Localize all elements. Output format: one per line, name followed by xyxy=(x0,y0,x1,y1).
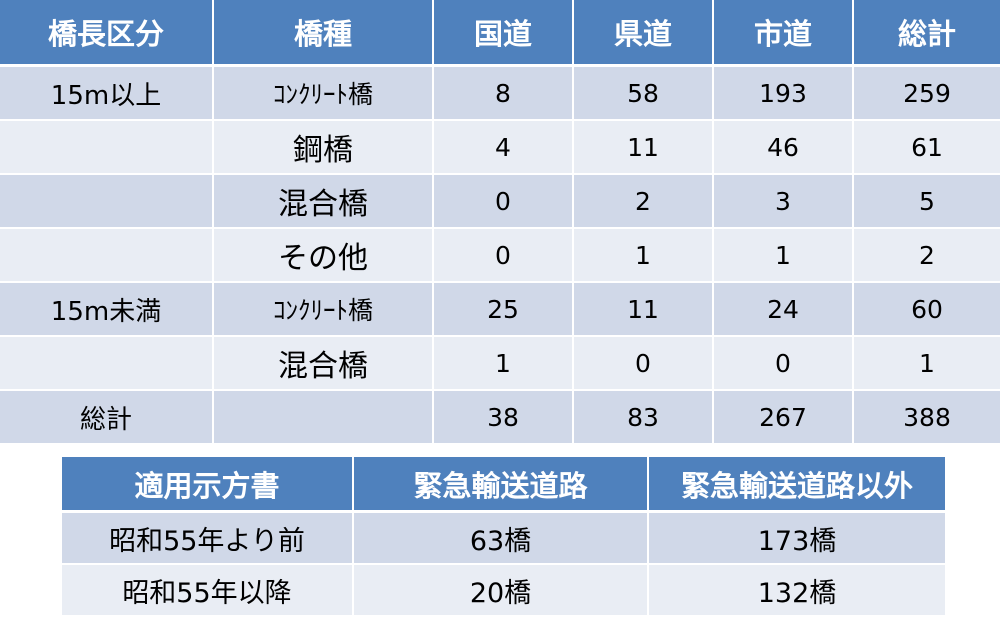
national-count-cell: 4 xyxy=(434,121,574,175)
national-count-cell: 38 xyxy=(434,391,574,445)
header-national-road: 国道 xyxy=(434,0,574,67)
table-row: 15m未満 ｺﾝｸﾘｰﾄ橋 25 11 24 60 xyxy=(0,283,1000,337)
table-row: 15m以上 ｺﾝｸﾘｰﾄ橋 8 58 193 259 xyxy=(0,67,1000,121)
total-count-cell: 5 xyxy=(854,175,1000,229)
national-count-cell: 25 xyxy=(434,283,574,337)
municipal-count-cell: 267 xyxy=(714,391,854,445)
table-row: 昭和55年より前 63橋 173橋 xyxy=(62,513,945,565)
header-length-class: 橋長区分 xyxy=(0,0,214,67)
header-municipal-road: 市道 xyxy=(714,0,854,67)
bridge-type-cell: その他 xyxy=(214,229,434,283)
table-row: 混合橋 0 2 3 5 xyxy=(0,175,1000,229)
bridge-type-cell: 混合橋 xyxy=(214,337,434,391)
national-count-cell: 0 xyxy=(434,175,574,229)
spec-table-header-row: 適用示方書 緊急輸送道路 緊急輸送道路以外 xyxy=(62,457,945,513)
length-class-cell xyxy=(0,337,214,391)
national-count-cell: 1 xyxy=(434,337,574,391)
header-bridge-type: 橋種 xyxy=(214,0,434,67)
prefectural-count-cell: 83 xyxy=(574,391,714,445)
bridge-type-cell: ｺﾝｸﾘｰﾄ橋 xyxy=(214,67,434,121)
bridge-table-header-row: 橋長区分 橋種 国道 県道 市道 総計 xyxy=(0,0,1000,67)
emergency-count-cell: 63橋 xyxy=(354,513,649,565)
total-count-cell: 259 xyxy=(854,67,1000,121)
spec-period-cell: 昭和55年以降 xyxy=(62,565,354,617)
total-count-cell: 2 xyxy=(854,229,1000,283)
length-class-cell: 15m未満 xyxy=(0,283,214,337)
table-row: 混合橋 1 0 0 1 xyxy=(0,337,1000,391)
length-class-cell xyxy=(0,175,214,229)
non-emergency-count-cell: 173橋 xyxy=(649,513,945,565)
municipal-count-cell: 0 xyxy=(714,337,854,391)
length-class-cell xyxy=(0,121,214,175)
prefectural-count-cell: 11 xyxy=(574,283,714,337)
total-count-cell: 60 xyxy=(854,283,1000,337)
table-row: その他 0 1 1 2 xyxy=(0,229,1000,283)
spec-period-cell: 昭和55年より前 xyxy=(62,513,354,565)
emergency-count-cell: 20橋 xyxy=(354,565,649,617)
bridge-type-cell: 混合橋 xyxy=(214,175,434,229)
national-count-cell: 8 xyxy=(434,67,574,121)
length-class-cell xyxy=(0,229,214,283)
table-row: 鋼橋 4 11 46 61 xyxy=(0,121,1000,175)
municipal-count-cell: 1 xyxy=(714,229,854,283)
prefectural-count-cell: 11 xyxy=(574,121,714,175)
bridge-type-cell xyxy=(214,391,434,445)
prefectural-count-cell: 2 xyxy=(574,175,714,229)
bridge-type-cell: 鋼橋 xyxy=(214,121,434,175)
table-row: 昭和55年以降 20橋 132橋 xyxy=(62,565,945,617)
municipal-count-cell: 193 xyxy=(714,67,854,121)
bridge-type-cell: ｺﾝｸﾘｰﾄ橋 xyxy=(214,283,434,337)
table-row-total: 総計 38 83 267 388 xyxy=(0,391,1000,445)
header-non-emergency-route: 緊急輸送道路以外 xyxy=(649,457,945,513)
municipal-count-cell: 3 xyxy=(714,175,854,229)
total-count-cell: 388 xyxy=(854,391,1000,445)
prefectural-count-cell: 0 xyxy=(574,337,714,391)
grand-total-label: 総計 xyxy=(0,391,214,445)
bridge-count-table: 橋長区分 橋種 国道 県道 市道 総計 15m以上 ｺﾝｸﾘｰﾄ橋 8 58 1… xyxy=(0,0,1000,445)
national-count-cell: 0 xyxy=(434,229,574,283)
header-total: 総計 xyxy=(854,0,1000,67)
total-count-cell: 1 xyxy=(854,337,1000,391)
header-applicable-spec: 適用示方書 xyxy=(62,457,354,513)
municipal-count-cell: 46 xyxy=(714,121,854,175)
length-class-cell: 15m以上 xyxy=(0,67,214,121)
header-emergency-route: 緊急輸送道路 xyxy=(354,457,649,513)
prefectural-count-cell: 58 xyxy=(574,67,714,121)
prefectural-count-cell: 1 xyxy=(574,229,714,283)
total-count-cell: 61 xyxy=(854,121,1000,175)
design-spec-table: 適用示方書 緊急輸送道路 緊急輸送道路以外 昭和55年より前 63橋 173橋 … xyxy=(62,457,945,617)
non-emergency-count-cell: 132橋 xyxy=(649,565,945,617)
municipal-count-cell: 24 xyxy=(714,283,854,337)
header-prefectural-road: 県道 xyxy=(574,0,714,67)
